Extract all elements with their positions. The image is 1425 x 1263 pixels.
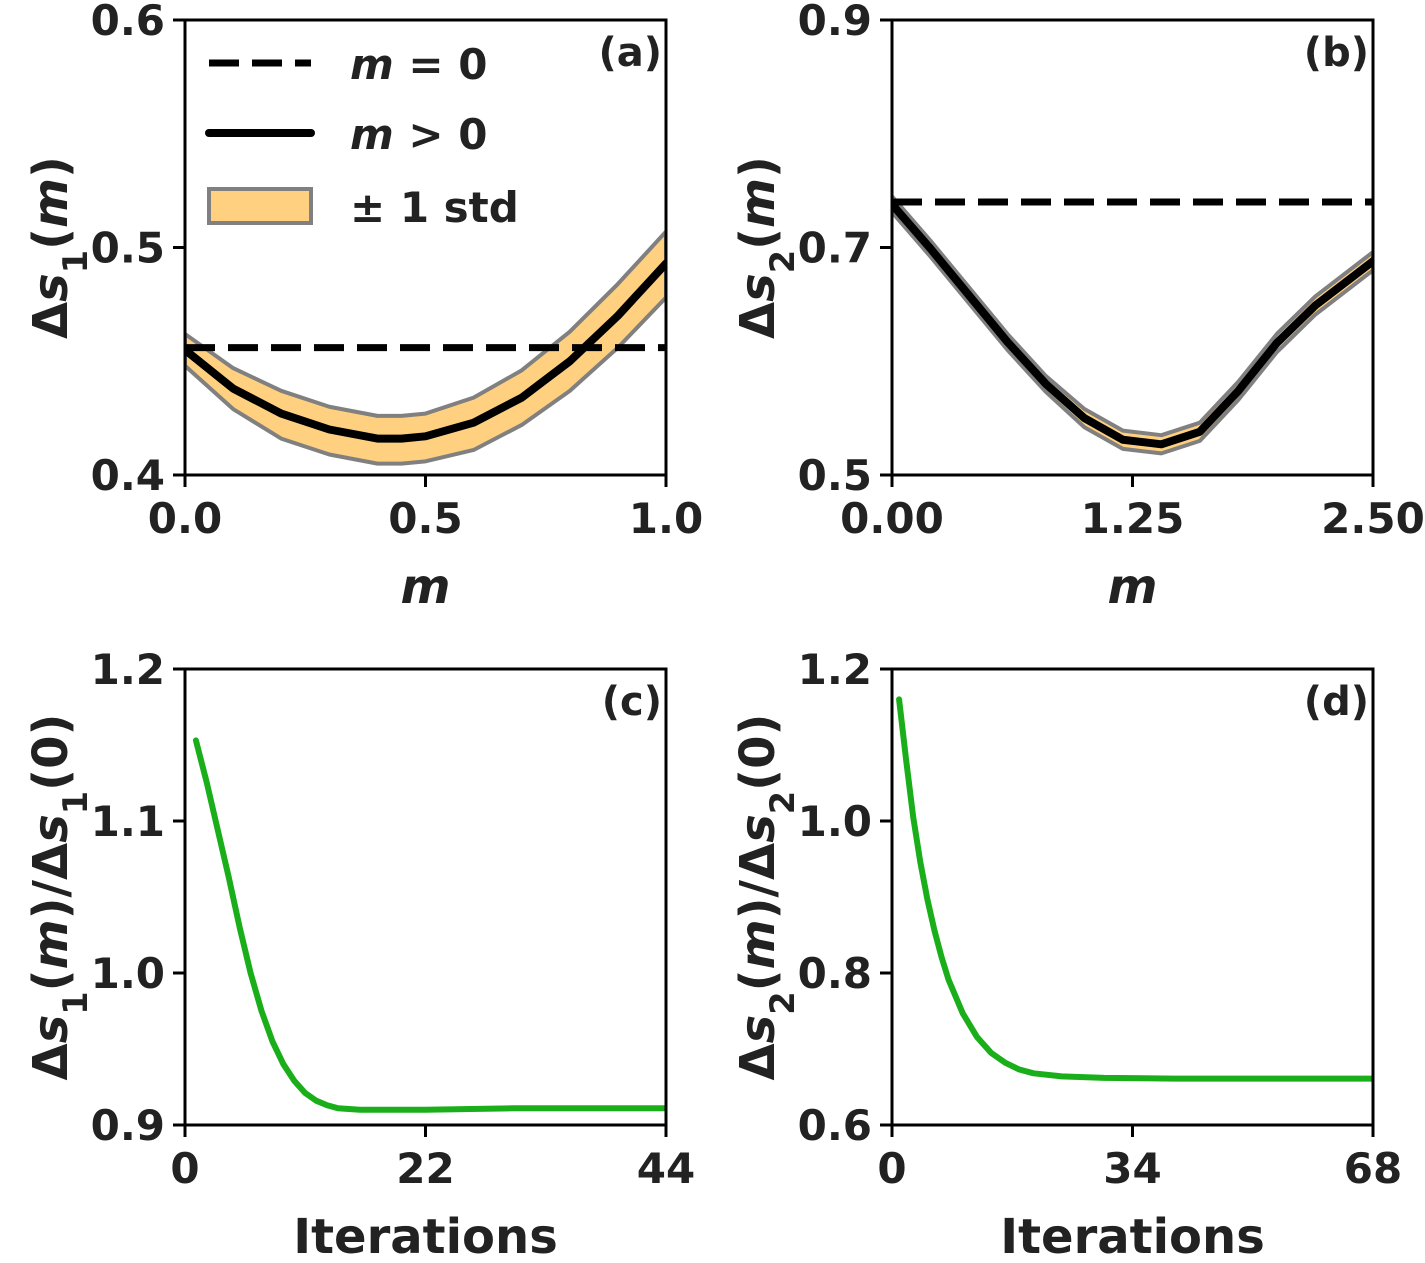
- y-tick-label: 1.2: [798, 645, 872, 694]
- data-layer: [185, 229, 666, 466]
- y-axis-label: Δs1(m)/Δs1(0): [23, 714, 95, 1081]
- x-axis-label: m: [1107, 559, 1157, 615]
- x-tick-label: 0.00: [840, 494, 944, 543]
- x-tick-label: 34: [1103, 1144, 1161, 1193]
- legend-label: ± 1 std: [350, 183, 519, 232]
- x-tick-label: 0: [170, 1144, 199, 1193]
- panel-label: (c): [602, 679, 662, 725]
- data-layer: [892, 194, 1373, 456]
- y-tick-label: 1.0: [798, 797, 872, 846]
- legend-swatch-band: [207, 187, 313, 225]
- legend-label: m > 0: [350, 110, 487, 159]
- x-tick-label: 1.0: [629, 494, 703, 543]
- y-axis-label: Δs2(m)/Δs2(0): [730, 714, 802, 1081]
- y-axis-label: Δs1(m): [23, 156, 95, 339]
- y-tick-label: 0.5: [91, 224, 165, 273]
- y-axis-label: Δs2(m): [730, 156, 802, 339]
- y-tick-label: 0.9: [91, 1101, 165, 1150]
- y-tick-label: 0.4: [91, 451, 165, 500]
- series-line-main: [192, 737, 666, 1113]
- y-tick-label: 0.5: [798, 451, 872, 500]
- std-band: [185, 229, 666, 466]
- series-line-main: [896, 696, 1373, 1082]
- x-tick-label: 1.25: [1081, 494, 1185, 543]
- y-tick-label: 1.2: [91, 645, 165, 694]
- chart-panel-2: 0.00 1.25 2.50 0.5 0.7 0.9 m Δs2(m) (b): [730, 0, 1425, 615]
- y-tick-label: 1.1: [91, 797, 165, 846]
- x-tick-label: 22: [396, 1144, 454, 1193]
- axes-frame: [183, 667, 668, 1127]
- legend-label: m = 0: [350, 40, 487, 89]
- legend: m = 0 m > 0 ± 1 std: [205, 40, 519, 232]
- x-tick-label: 2.50: [1321, 494, 1425, 543]
- x-tick-label: 0.5: [388, 494, 462, 543]
- series-line-main: [185, 259, 666, 443]
- chart-panel-1: 0.0 0.5 1.0 0.4 0.5 0.6 m Δs1(m) (a) m = 0 m > 0 ± …: [23, 0, 703, 615]
- data-layer: [192, 737, 666, 1113]
- chart-panel-4: 0 34 68 0.6 0.8 1.0 1.2 Iterations Δs2(m)/Δs2(0)…: [730, 645, 1402, 1263]
- x-tick-label: 44: [637, 1144, 695, 1193]
- y-tick-label: 0.6: [798, 1101, 872, 1150]
- x-axis-label: Iterations: [293, 1209, 558, 1263]
- y-tick-label: 0.9: [798, 0, 872, 45]
- panel-label: (d): [1304, 679, 1369, 725]
- x-tick-label: 0.0: [148, 494, 222, 543]
- y-tick-label: 1.0: [91, 949, 165, 998]
- panel-label: (a): [598, 30, 662, 76]
- chart-panel-3: 0 22 44 0.9 1.0 1.1 1.2 Iterations Δs1(m)/Δs1(0)…: [23, 645, 695, 1263]
- axes-frame: [890, 18, 1375, 477]
- data-layer: [896, 696, 1373, 1082]
- x-axis-label: m: [400, 559, 450, 615]
- y-tick-label: 0.6: [91, 0, 165, 45]
- panel-label: (b): [1304, 30, 1369, 76]
- series-line-main: [892, 200, 1373, 449]
- y-tick-label: 0.8: [798, 949, 872, 998]
- axes-frame: [890, 667, 1375, 1127]
- x-tick-label: 68: [1344, 1144, 1402, 1193]
- y-tick-label: 0.7: [798, 224, 872, 273]
- x-axis-label: Iterations: [1000, 1209, 1265, 1263]
- x-tick-label: 0: [877, 1144, 906, 1193]
